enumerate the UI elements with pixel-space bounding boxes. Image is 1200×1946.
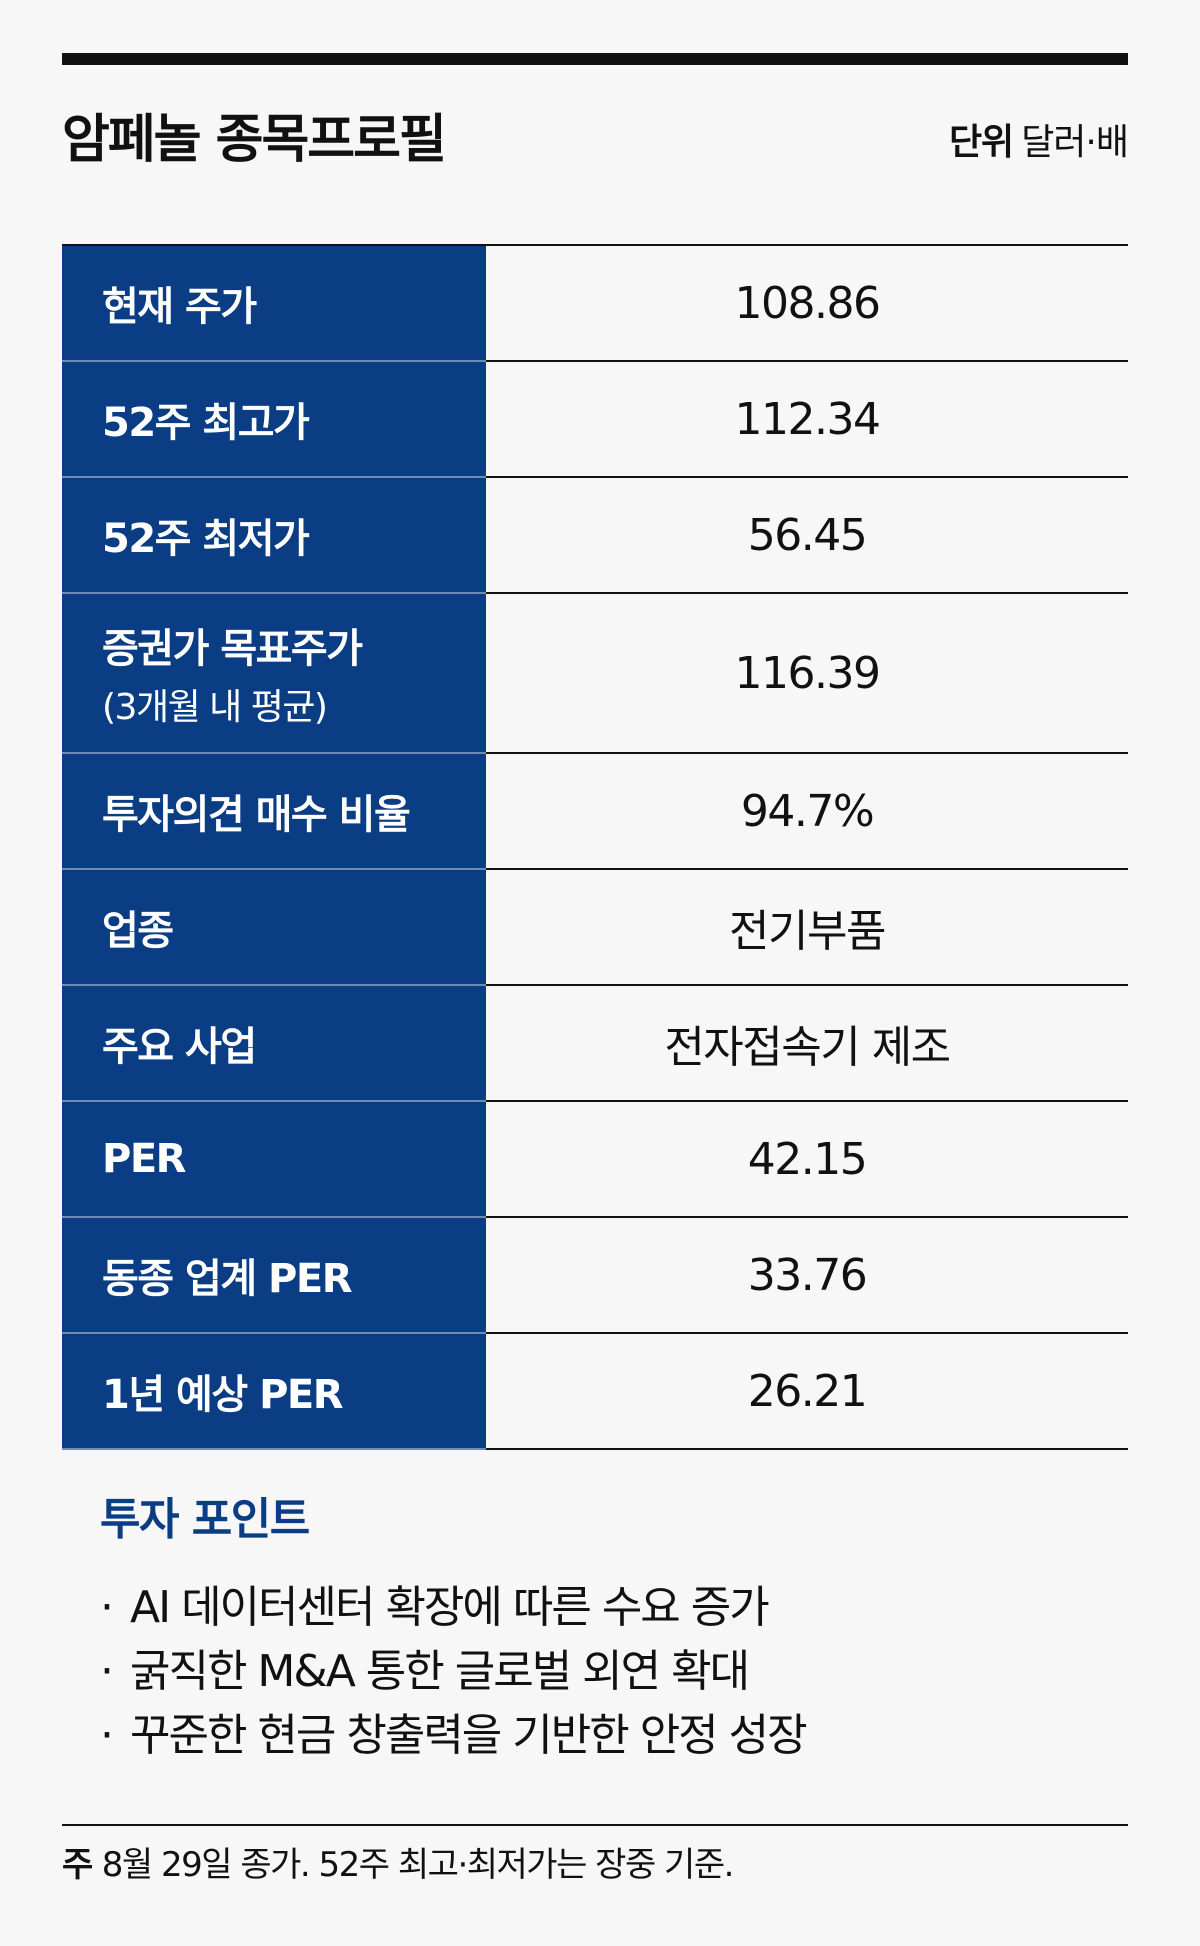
table-row: 52주 최저가 56.45 xyxy=(62,478,1128,594)
profile-table: 현재 주가 108.86 52주 최고가 112.34 52주 최저가 56.4… xyxy=(62,244,1128,1450)
row-label-text: 52주 최저가 xyxy=(102,516,310,562)
list-item: · AI 데이터센터 확장에 따른 수요 증가 xyxy=(100,1576,806,1640)
list-item: · 굵직한 M&A 통한 글로벌 외연 확대 xyxy=(100,1640,806,1704)
investment-points-title: 투자 포인트 xyxy=(100,1494,310,1545)
row-label: 1년 예상 PER xyxy=(62,1334,486,1450)
row-label: 업종 xyxy=(62,870,486,986)
row-label-text: 동종 업계 PER xyxy=(102,1256,353,1302)
investment-points-list: · AI 데이터센터 확장에 따른 수요 증가 · 굵직한 M&A 통한 글로벌 외… xyxy=(100,1576,808,1768)
row-label: 동종 업계 PER xyxy=(62,1218,486,1334)
row-label-text: PER xyxy=(102,1136,186,1182)
table-row: 주요 사업 전자접속기 제조 xyxy=(62,986,1128,1102)
table-row: 동종 업계 PER 33.76 xyxy=(62,1218,1128,1334)
row-value: 108.86 xyxy=(486,246,1128,360)
row-label-subtext: (3개월 내 평균) xyxy=(102,687,328,728)
table-row: 1년 예상 PER 26.21 xyxy=(62,1334,1128,1450)
row-label-text: 1년 예상 PER xyxy=(102,1372,344,1418)
list-item-text: 꾸준한 현금 창출력을 기반한 안정 성장 xyxy=(130,1710,808,1761)
list-item-text: 굵직한 M&A 통한 글로벌 외연 확대 xyxy=(130,1646,750,1697)
row-label-text: 투자의견 매수 비율 xyxy=(102,792,411,838)
row-label-text: 52주 최고가 xyxy=(102,400,310,446)
bullet-icon: · xyxy=(100,1710,114,1761)
table-row: 투자의견 매수 비율 94.7% xyxy=(62,754,1128,870)
table-row: 증권가 목표주가 (3개월 내 평균) 116.39 xyxy=(62,594,1128,754)
table-row: PER 42.15 xyxy=(62,1102,1128,1218)
row-value: 전자접속기 제조 xyxy=(486,986,1128,1100)
row-label: 52주 최고가 xyxy=(62,362,486,478)
bullet-icon: · xyxy=(100,1646,114,1697)
row-label-text: 주요 사업 xyxy=(102,1024,257,1070)
row-value: 42.15 xyxy=(486,1102,1128,1216)
row-label: 투자의견 매수 비율 xyxy=(62,754,486,870)
list-item: · 꾸준한 현금 창출력을 기반한 안정 성장 xyxy=(100,1704,808,1768)
unit-note: 단위 달러·배 xyxy=(948,118,1129,168)
footnote-key: 주 xyxy=(62,1845,93,1885)
footnote: 주 8월 29일 종가. 52주 최고·최저가는 장중 기준. xyxy=(62,1840,735,1890)
row-value: 33.76 xyxy=(486,1218,1128,1332)
bottom-rule xyxy=(62,1824,1128,1826)
row-value: 26.21 xyxy=(486,1334,1128,1448)
page-title: 암페놀 종목프로필 xyxy=(62,110,447,170)
top-rule xyxy=(62,53,1128,65)
table-row: 업종 전기부품 xyxy=(62,870,1128,986)
bullet-icon: · xyxy=(100,1582,114,1633)
footnote-text: 8월 29일 종가. 52주 최고·최저가는 장중 기준. xyxy=(101,1845,735,1885)
unit-value: 달러·배 xyxy=(1021,122,1129,163)
unit-key: 단위 xyxy=(948,122,1014,163)
row-label: 주요 사업 xyxy=(62,986,486,1102)
list-item-text: AI 데이터센터 확장에 따른 수요 증가 xyxy=(130,1582,770,1633)
row-label-text: 현재 주가 xyxy=(102,284,257,330)
row-value: 94.7% xyxy=(486,754,1128,868)
row-label-text: 증권가 목표주가 xyxy=(102,626,363,672)
table-row: 52주 최고가 112.34 xyxy=(62,362,1128,478)
row-value: 전기부품 xyxy=(486,870,1128,984)
row-value: 56.45 xyxy=(486,478,1128,592)
row-value: 112.34 xyxy=(486,362,1128,476)
row-label: 증권가 목표주가 (3개월 내 평균) xyxy=(62,594,486,754)
row-value: 116.39 xyxy=(486,594,1128,752)
row-label: 현재 주가 xyxy=(62,246,486,362)
row-label-text: 업종 xyxy=(102,908,174,954)
row-label: PER xyxy=(62,1102,486,1218)
row-label: 52주 최저가 xyxy=(62,478,486,594)
table-row: 현재 주가 108.86 xyxy=(62,246,1128,362)
